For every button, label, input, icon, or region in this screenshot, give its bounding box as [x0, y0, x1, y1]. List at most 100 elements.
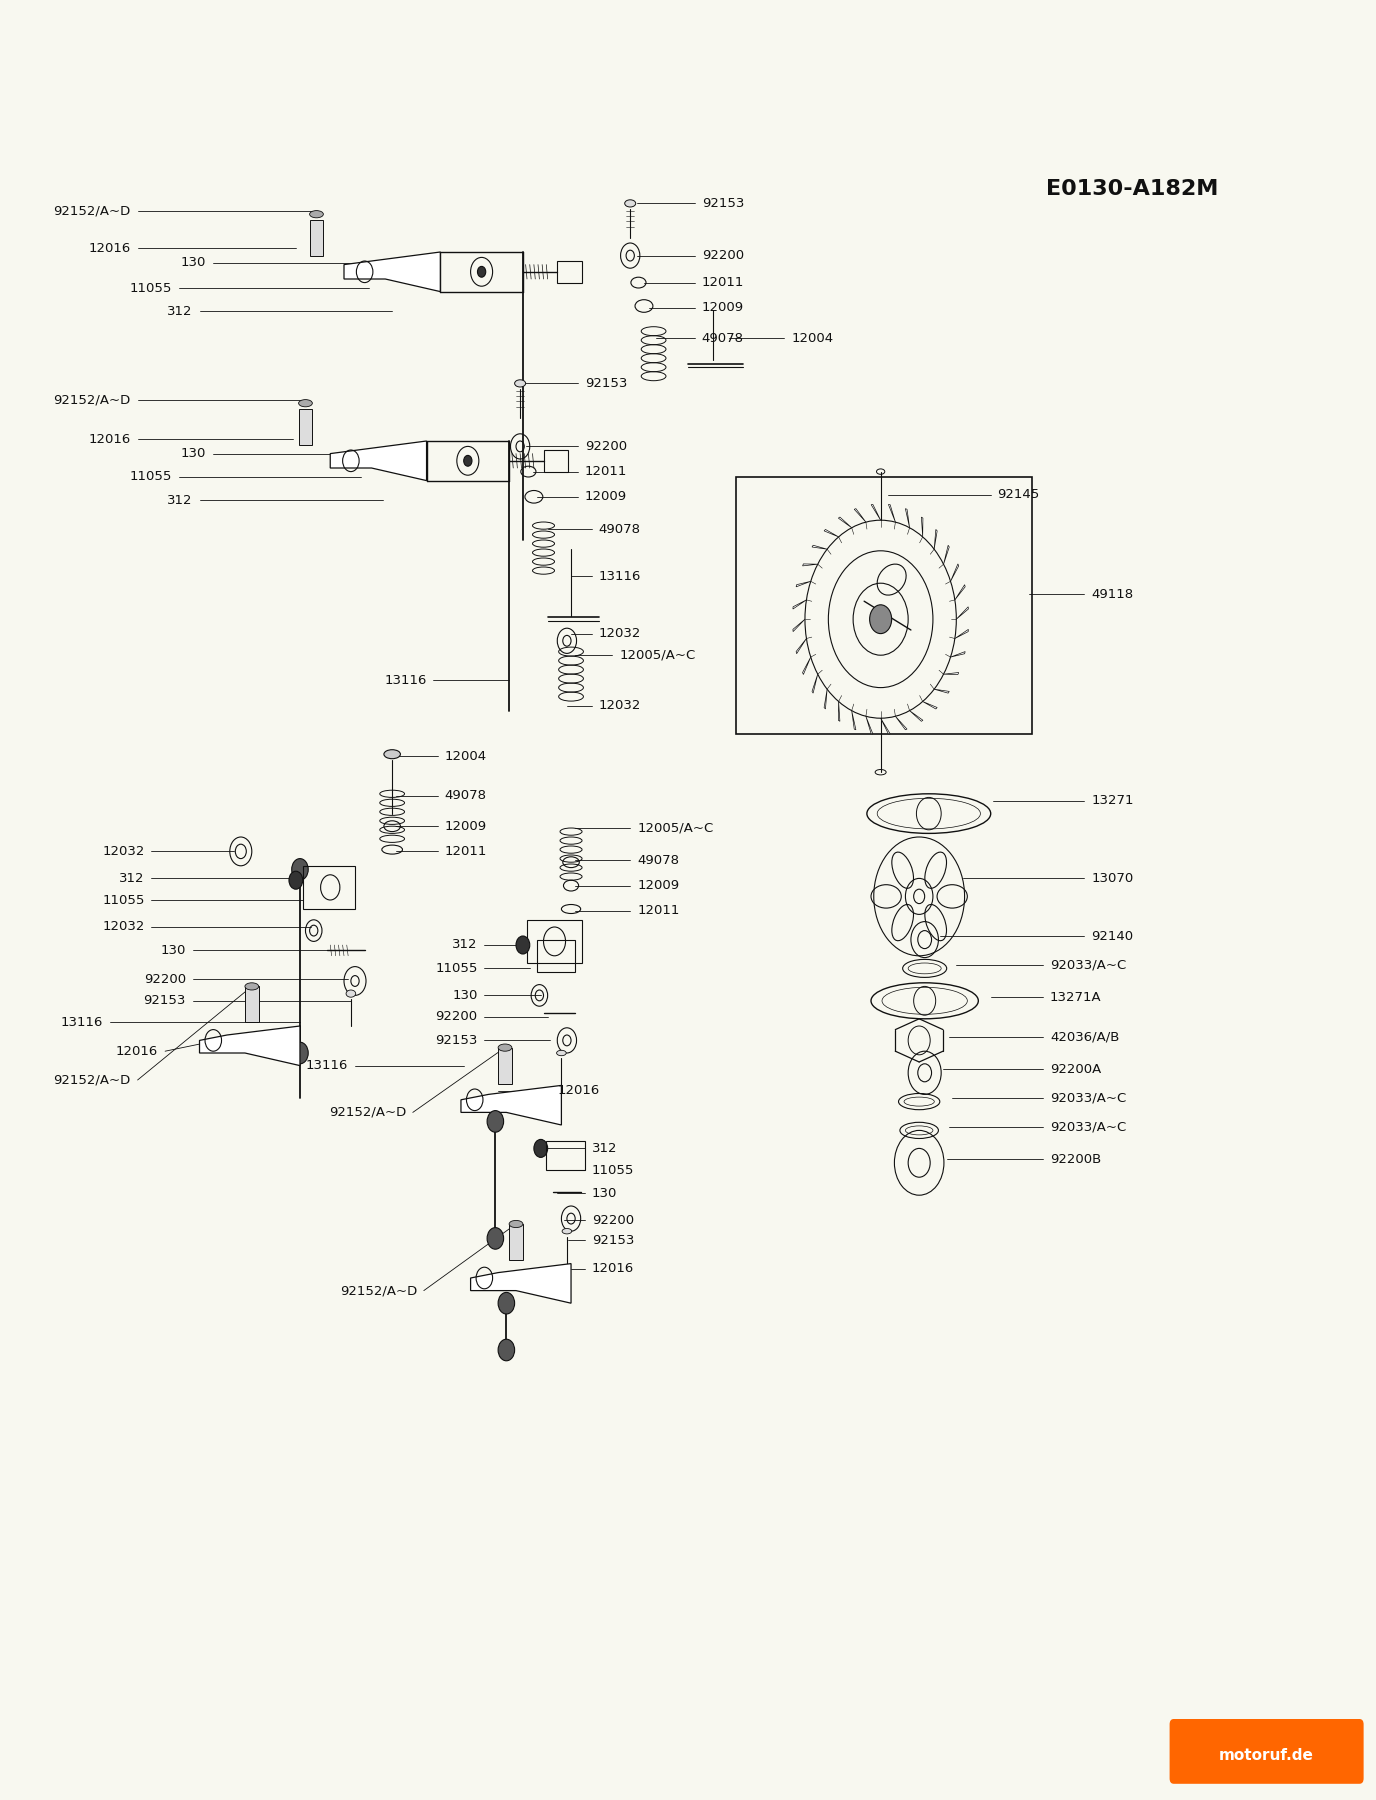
Text: 92200A: 92200A: [1050, 1062, 1101, 1076]
Bar: [527, 920, 582, 963]
Text: 12009: 12009: [702, 301, 744, 315]
Circle shape: [477, 266, 486, 277]
Polygon shape: [923, 702, 937, 709]
Text: 12011: 12011: [585, 464, 627, 479]
Bar: [509, 1224, 523, 1260]
Ellipse shape: [310, 211, 323, 218]
Text: motoruf.de: motoruf.de: [1219, 1748, 1313, 1762]
Polygon shape: [896, 716, 907, 729]
Text: 12011: 12011: [637, 904, 680, 918]
Text: 12009: 12009: [585, 490, 627, 504]
Text: 12032: 12032: [102, 844, 144, 859]
Text: 92200: 92200: [585, 439, 627, 454]
Ellipse shape: [561, 1228, 572, 1235]
Polygon shape: [944, 545, 949, 563]
Text: 92153: 92153: [592, 1233, 634, 1247]
Text: 13116: 13116: [384, 673, 427, 688]
Polygon shape: [838, 702, 839, 722]
Text: 312: 312: [166, 304, 193, 319]
FancyBboxPatch shape: [1170, 1719, 1364, 1784]
Text: 92152/A~D: 92152/A~D: [329, 1105, 406, 1120]
Text: 49078: 49078: [599, 522, 641, 536]
Bar: [557, 261, 582, 283]
Text: 12032: 12032: [102, 920, 144, 934]
Text: 92145: 92145: [998, 488, 1040, 502]
Text: 92200: 92200: [592, 1213, 634, 1228]
Bar: [310, 220, 323, 256]
Polygon shape: [802, 563, 817, 565]
Polygon shape: [934, 529, 937, 549]
Text: 12005/A~C: 12005/A~C: [619, 648, 695, 662]
Text: 92200: 92200: [702, 248, 744, 263]
Text: 13070: 13070: [1091, 871, 1134, 886]
Bar: [546, 1141, 585, 1170]
Circle shape: [289, 871, 303, 889]
Ellipse shape: [347, 990, 355, 997]
Text: 13116: 13116: [61, 1015, 103, 1030]
Ellipse shape: [509, 1220, 523, 1228]
Ellipse shape: [245, 983, 259, 990]
Polygon shape: [812, 675, 817, 693]
Text: 13271: 13271: [1091, 794, 1134, 808]
Text: 92152/A~D: 92152/A~D: [54, 392, 131, 407]
Polygon shape: [955, 630, 969, 639]
Text: 12032: 12032: [599, 698, 641, 713]
Text: 12016: 12016: [557, 1084, 600, 1098]
Bar: [544, 450, 568, 472]
Polygon shape: [854, 509, 866, 522]
Ellipse shape: [625, 200, 636, 207]
Text: 130: 130: [161, 943, 186, 958]
Polygon shape: [471, 1264, 571, 1303]
Polygon shape: [797, 581, 810, 587]
Text: 13271A: 13271A: [1050, 990, 1102, 1004]
Polygon shape: [951, 652, 965, 657]
Text: 12004: 12004: [444, 749, 487, 763]
Text: 12016: 12016: [88, 241, 131, 256]
Text: 92153: 92153: [143, 994, 186, 1008]
Text: 49078: 49078: [702, 331, 744, 346]
Text: 130: 130: [182, 446, 206, 461]
Text: 49078: 49078: [444, 788, 487, 803]
Text: 92152/A~D: 92152/A~D: [54, 203, 131, 218]
Text: 92033/A~C: 92033/A~C: [1050, 1091, 1126, 1105]
Polygon shape: [910, 711, 923, 722]
Text: 312: 312: [166, 493, 193, 508]
Text: 92152/A~D: 92152/A~D: [340, 1283, 417, 1298]
Text: 12011: 12011: [444, 844, 487, 859]
Text: 312: 312: [118, 871, 144, 886]
Circle shape: [464, 455, 472, 466]
Text: 312: 312: [592, 1141, 618, 1156]
Ellipse shape: [498, 1044, 512, 1051]
Polygon shape: [852, 711, 856, 729]
Text: 92140: 92140: [1091, 929, 1134, 943]
Text: 11055: 11055: [102, 893, 144, 907]
Polygon shape: [866, 716, 872, 734]
Polygon shape: [934, 689, 949, 693]
Circle shape: [292, 859, 308, 880]
Text: 92033/A~C: 92033/A~C: [1050, 958, 1126, 972]
Text: 92152/A~D: 92152/A~D: [54, 1073, 131, 1087]
Text: 130: 130: [592, 1186, 616, 1201]
Polygon shape: [461, 1085, 561, 1125]
Text: 130: 130: [182, 256, 206, 270]
Text: 92153: 92153: [435, 1033, 477, 1048]
Polygon shape: [951, 563, 959, 581]
Text: 13116: 13116: [305, 1058, 348, 1073]
Polygon shape: [824, 529, 838, 536]
Text: 12005/A~C: 12005/A~C: [637, 821, 713, 835]
Polygon shape: [922, 517, 923, 536]
Text: 92200: 92200: [143, 972, 186, 986]
Polygon shape: [955, 585, 965, 599]
Text: 12016: 12016: [592, 1262, 634, 1276]
Text: E0130-A182M: E0130-A182M: [1046, 178, 1218, 200]
Polygon shape: [200, 1026, 300, 1066]
Text: 11055: 11055: [592, 1163, 634, 1177]
Polygon shape: [797, 639, 806, 653]
Polygon shape: [905, 509, 910, 527]
Circle shape: [498, 1292, 515, 1314]
Text: 11055: 11055: [129, 281, 172, 295]
Polygon shape: [344, 252, 440, 292]
Circle shape: [487, 1111, 504, 1132]
Text: 11055: 11055: [129, 470, 172, 484]
Bar: [303, 866, 355, 909]
